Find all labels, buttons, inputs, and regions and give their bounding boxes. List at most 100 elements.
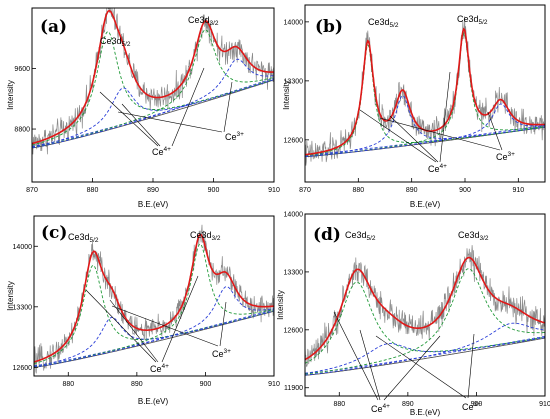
ce4-leader-line [389, 115, 439, 163]
y-tick-label: 12600 [284, 327, 304, 334]
x-tick-label: 880 [352, 187, 364, 194]
plot-area [32, 8, 274, 155]
component-peak-2 [32, 79, 274, 148]
peak-label-1: Ce3d5/2 [368, 17, 399, 29]
background-line [305, 337, 545, 376]
background-fit-line [305, 335, 545, 374]
x-tick-label: 910 [268, 381, 280, 388]
x-tick-label: 900 [200, 381, 212, 388]
component-peak-4 [34, 286, 274, 368]
x-tick-label: 910 [512, 187, 524, 194]
peak-label-2: Ce3d3/2 [458, 230, 489, 242]
peak-label-2: Ce3d3/2 [188, 15, 219, 27]
x-axis-label: B.E.(eV) [410, 408, 441, 417]
panel-label: (b) [315, 17, 343, 37]
component-peak-2 [305, 95, 545, 157]
ce3-annotation: Ce3+ [496, 151, 515, 162]
plot-frame [304, 213, 546, 397]
panel-b: 870 880 890 900 910 12600 13300 14000 (b) B.E.(… [282, 4, 546, 209]
component-peak-1 [34, 264, 274, 364]
ce3-annotation: Ce3+ [225, 131, 244, 142]
ce4-leader-line [161, 275, 199, 363]
x-tick-label: 910 [539, 401, 550, 408]
ce4-leader-line [359, 109, 437, 163]
peak-label-1: Ce3d5/2 [100, 36, 131, 48]
x-tick-label: 890 [406, 187, 418, 194]
y-tick-label: 9600 [14, 66, 30, 73]
x-tick-label: 900 [208, 187, 220, 194]
x-axis-label: B.E.(eV) [138, 200, 169, 209]
y-tick-label: 12600 [284, 137, 304, 144]
ce4-leader-line [439, 71, 451, 163]
peak-label-1: Ce3d5/2 [68, 232, 99, 244]
y-axis-label: Intensity [276, 290, 285, 320]
ce3-leader-line [375, 335, 467, 399]
ce4-leader-line [383, 335, 441, 401]
plot-area [305, 245, 545, 376]
background-fit-line [34, 309, 274, 367]
ce4-annotation: Ce4+ [150, 363, 169, 374]
peak-label-1: Ce3d5/2 [345, 230, 376, 242]
panel-label: (d) [313, 225, 341, 245]
x-tick-label: 880 [62, 381, 74, 388]
y-axis-label: Intensity [6, 80, 15, 110]
ce4-leader-line [109, 299, 159, 363]
component-peak-3 [305, 268, 545, 375]
x-tick-label: 910 [268, 187, 280, 194]
ce3-leader-line [219, 301, 227, 347]
ce4-annotation: Ce4+ [428, 163, 447, 174]
ce4-leader-line [99, 91, 159, 147]
ce4-leader-line [333, 311, 379, 401]
y-tick-label: 11900 [284, 385, 303, 392]
panel-d: 880 890 900 910 11900 12600 13300 14000 (d) B.E… [276, 212, 550, 418]
peak-label-2: Ce3d3/2 [190, 230, 221, 242]
ce4-annotation: Ce4+ [152, 146, 171, 157]
x-tick-label: 880 [87, 187, 99, 194]
y-tick-label: 14000 [284, 19, 304, 26]
y-tick-label: 13300 [284, 269, 304, 276]
panel-label: (a) [40, 17, 67, 37]
ce4-leader-line [85, 289, 157, 363]
background-fit-line [32, 77, 274, 147]
component-peak-4 [305, 322, 545, 376]
y-axis-label: Intensity [6, 281, 15, 311]
x-tick-label: 880 [333, 401, 345, 408]
ce4-leader-line [121, 103, 161, 147]
y-tick-label: 14000 [284, 212, 304, 219]
fit-envelope-line [32, 9, 274, 145]
y-tick-label: 13300 [284, 78, 304, 85]
ce3-leader-line [117, 111, 223, 133]
plot-area [34, 224, 274, 374]
x-tick-label: 890 [402, 401, 414, 408]
x-tick-label: 900 [471, 401, 483, 408]
ce3-leader-line [467, 333, 475, 399]
y-tick-label: 8800 [14, 127, 30, 134]
component-peak-2 [34, 310, 274, 367]
y-tick-label: 12600 [13, 365, 33, 372]
x-axis-label: B.E.(eV) [138, 397, 169, 406]
component-peak-1 [32, 31, 274, 146]
ce3-leader-line [379, 117, 501, 151]
x-tick-label: 870 [26, 187, 38, 194]
ce4-leader-line [171, 67, 205, 147]
x-tick-label: 870 [299, 187, 311, 194]
component-peak-3 [32, 29, 274, 148]
panel-a: 870 880 890 900 910 8800 9600 (a) B.E.(eV) Int… [6, 7, 280, 209]
ce4-annotation: Ce4+ [371, 403, 390, 414]
component-peak-2 [305, 337, 545, 374]
y-tick-label: 14000 [13, 244, 33, 251]
component-peak-3 [34, 243, 274, 368]
plot-area [305, 16, 545, 166]
x-tick-label: 900 [459, 187, 471, 194]
component-peak-4 [32, 58, 274, 149]
peak-label-2: Ce3d5/2 [457, 14, 488, 26]
x-tick-label: 890 [147, 187, 159, 194]
ce3-annotation: Ce3+ [462, 401, 481, 412]
plot-frame [304, 4, 546, 183]
y-tick-label: 13300 [13, 304, 33, 311]
component-peak-4 [305, 103, 545, 158]
ce3-leader-line [111, 305, 219, 347]
ce4-leader-line [359, 329, 381, 401]
ce3-leader-line [487, 111, 503, 151]
